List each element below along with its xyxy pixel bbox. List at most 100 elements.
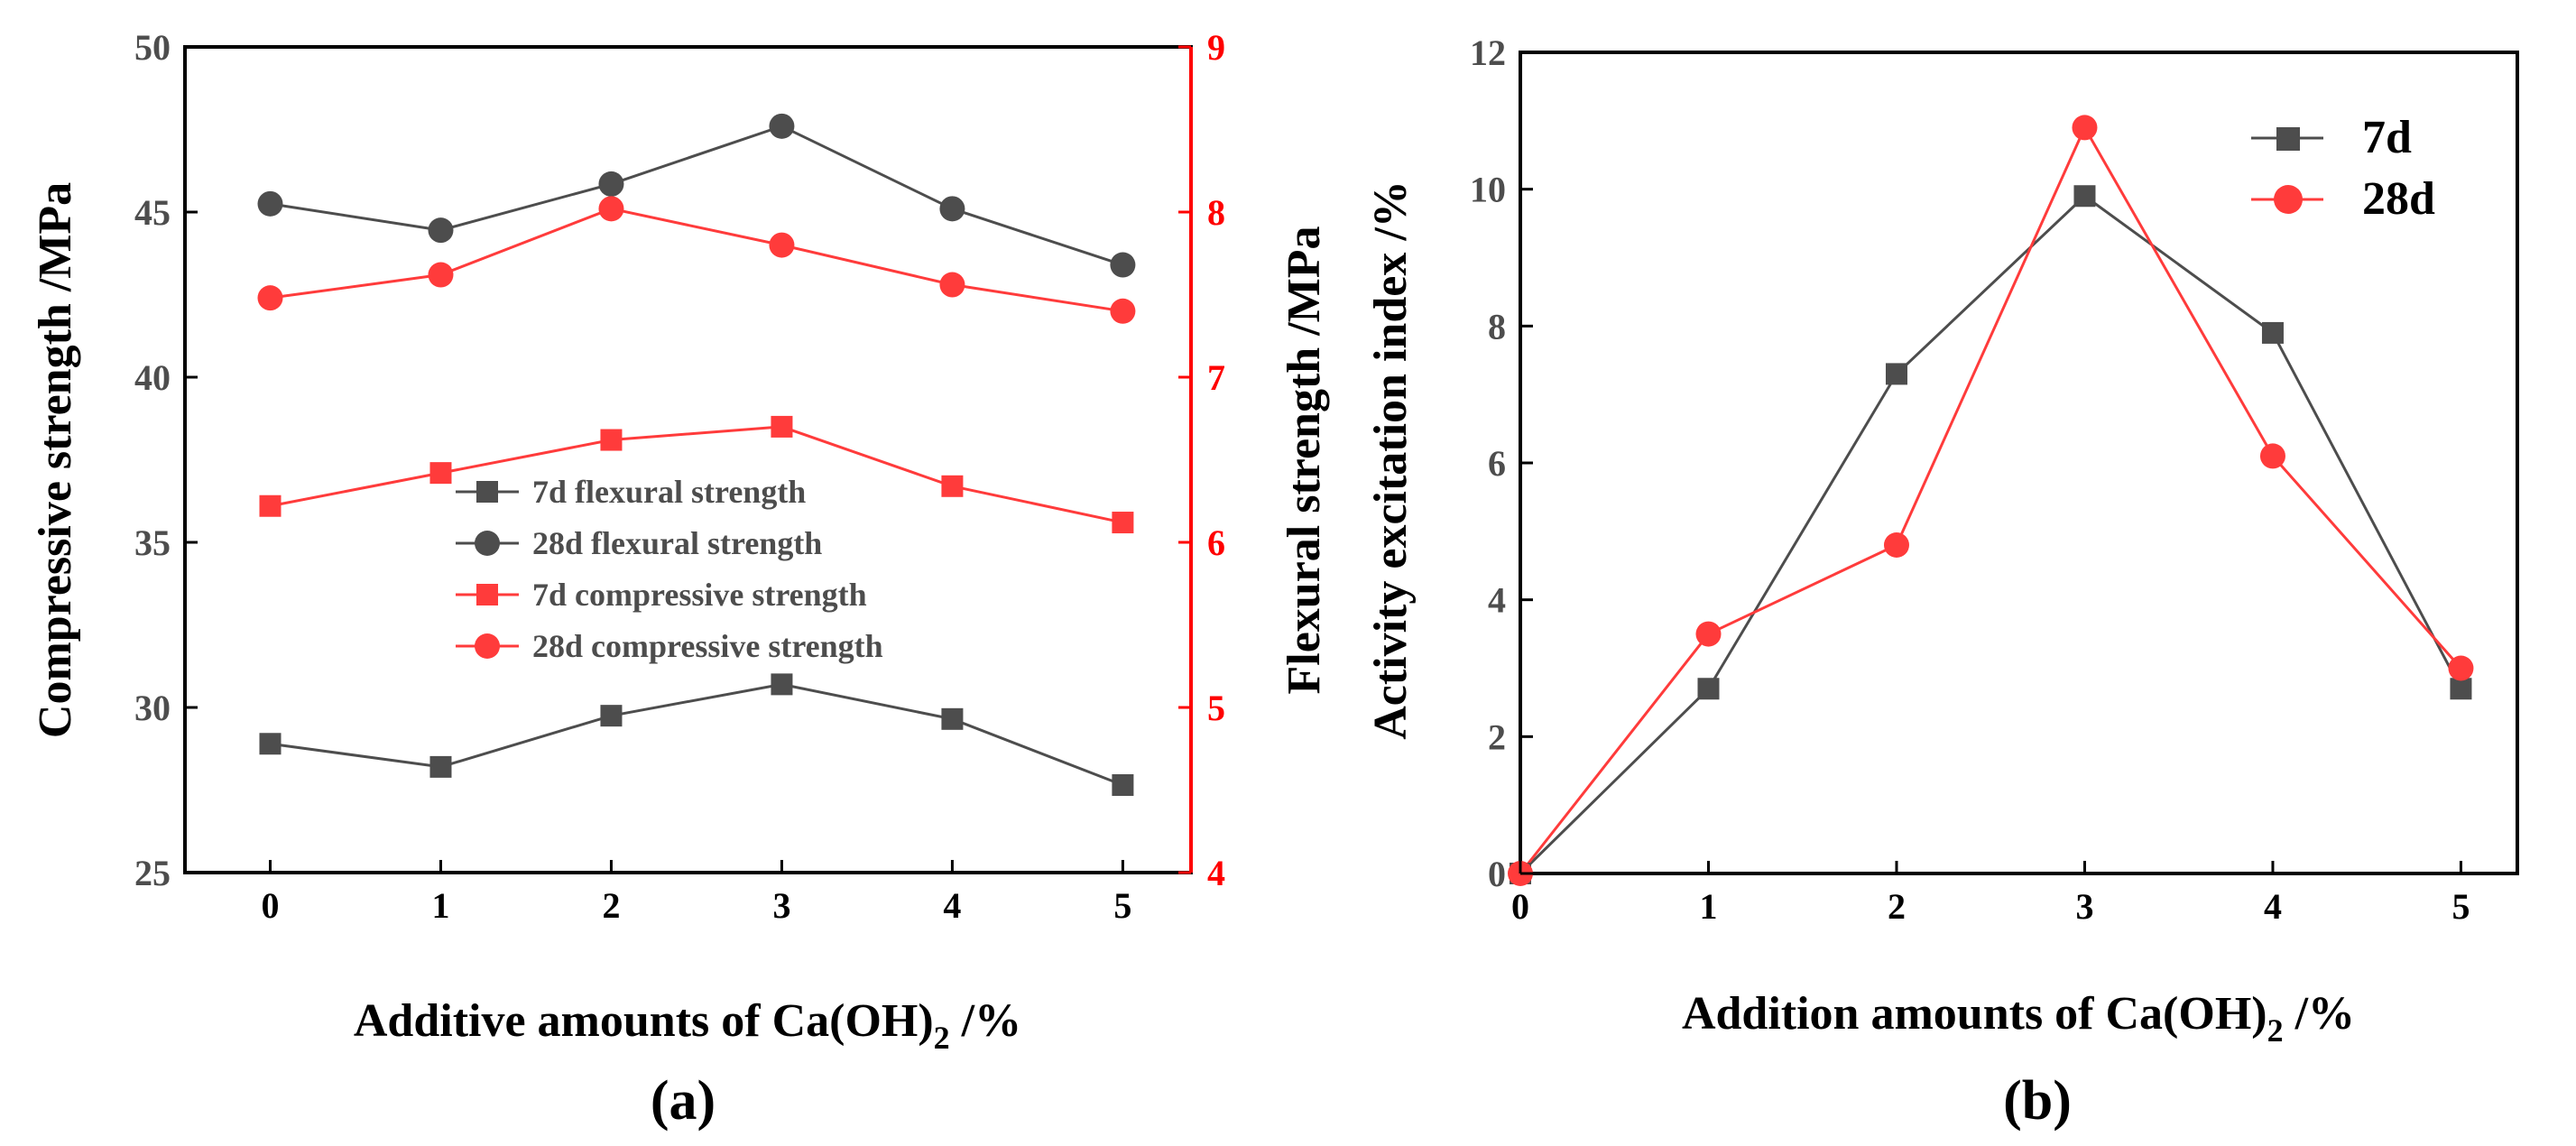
data-point-7d-flexural-strength-1 (429, 755, 452, 778)
panel-a-x-axis-title-subscript: 2 (934, 1020, 950, 1056)
panel-b-series-lines (1519, 125, 2462, 875)
x-tick-label: 3 (2075, 886, 2093, 927)
legend-label-28d-flexural: 28d flexural strength (532, 525, 822, 561)
panel-b-x-axis-title-main: Addition amounts of Ca(OH) (1682, 988, 2267, 1040)
series-line-28d (1519, 125, 2462, 874)
panel-a-x-axis-title-main: Additive amounts of Ca(OH) (354, 995, 934, 1047)
data-point-28d-flexural-strength-5 (1110, 252, 1136, 278)
legend-marker-28d-flexural (475, 531, 500, 556)
data-point-7d-compressive-strength-0 (259, 494, 282, 517)
y2-tick-label: 9 (1207, 27, 1225, 68)
legend-marker-28d (2274, 185, 2303, 214)
data-point-7d-2 (1885, 363, 1907, 385)
y-tick-label: 12 (1470, 32, 1506, 73)
panel-b-series-markers (1508, 115, 2474, 886)
y-tick-label: 10 (1470, 170, 1506, 210)
data-point-7d-compressive-strength-3 (771, 415, 793, 438)
legend-label-7d: 7d (2362, 112, 2412, 163)
y-tick-label: 6 (1488, 443, 1506, 484)
data-point-28d-compressive-strength-5 (1110, 298, 1136, 324)
y2-tick-label: 5 (1207, 688, 1225, 728)
y-tick-label: 25 (134, 853, 171, 893)
y-tick-label: 30 (134, 688, 171, 728)
y2-tick-label: 7 (1207, 357, 1225, 398)
series-line-7d (1519, 194, 2462, 875)
x-tick-label: 2 (1888, 886, 1906, 927)
x-tick-label: 1 (1699, 886, 1717, 927)
data-point-7d-flexural-strength-0 (259, 733, 282, 755)
data-point-28d-flexural-strength-0 (257, 190, 283, 217)
x-tick-label: 0 (1511, 886, 1529, 927)
y-tick-label: 2 (1488, 716, 1506, 757)
panel-a-plot-frame (183, 45, 1193, 874)
y-tick-label: 8 (1488, 306, 1506, 347)
panel-a-x-axis-title: Additive amounts of Ca(OH)2 /% (354, 995, 1021, 1056)
panel-a-label: (a) (651, 1070, 716, 1132)
data-point-28d-compressive-strength-1 (428, 262, 454, 288)
panel-a-y-axis-title: Compressive strength /MPa (30, 182, 81, 738)
panel-a-y2-axis-title: Flexural strength /MPa (1279, 226, 1330, 695)
y2-tick-label: 6 (1207, 522, 1225, 563)
panel-b-label: (b) (2003, 1070, 2072, 1132)
data-point-7d-4 (2261, 321, 2284, 344)
panel-b-x-axis-title: Addition amounts of Ca(OH)2 /% (1682, 988, 2355, 1049)
data-point-7d-3 (2073, 185, 2096, 208)
legend-marker-7d (2276, 127, 2300, 151)
y-tick-label: 50 (134, 27, 171, 68)
legend-label-7d-compressive: 7d compressive strength (532, 577, 867, 613)
data-point-28d-flexural-strength-4 (939, 196, 965, 222)
y-tick-label: 0 (1488, 854, 1506, 894)
x-tick-label: 4 (943, 885, 961, 926)
panel-b-x-axis-title-unit: /% (2284, 988, 2355, 1040)
data-point-28d-3 (2072, 115, 2098, 141)
x-tick-label: 3 (772, 885, 790, 926)
data-point-28d-compressive-strength-3 (769, 232, 795, 258)
data-point-7d-flexural-strength-4 (941, 707, 964, 730)
x-tick-label: 1 (431, 885, 449, 926)
data-point-28d-compressive-strength-0 (257, 285, 283, 311)
data-point-28d-2 (1883, 532, 1909, 558)
x-tick-label: 4 (2264, 886, 2282, 927)
data-point-7d-compressive-strength-2 (600, 429, 623, 451)
series-line-7d-compressive-strength (270, 425, 1123, 524)
y-tick-label: 4 (1488, 580, 1506, 621)
data-point-7d-compressive-strength-4 (941, 475, 964, 497)
data-point-28d-flexural-strength-1 (428, 217, 454, 244)
data-point-7d-compressive-strength-1 (429, 462, 452, 485)
panel-a-x-axis-title-unit: /% (950, 995, 1021, 1047)
x-tick-label: 2 (602, 885, 620, 926)
data-point-28d-compressive-strength-2 (598, 196, 624, 222)
legend-label-28d-compressive: 28d compressive strength (532, 628, 883, 664)
series-line-28d-compressive-strength (270, 207, 1123, 313)
legend-marker-28d-compressive (475, 633, 500, 659)
panel-a-legend: 7d flexural strength 28d flexural streng… (456, 474, 883, 664)
panel-b-legend: 7d 28d (2251, 112, 2435, 225)
series-line-7d-flexural-strength (270, 682, 1123, 787)
x-tick-label: 0 (261, 885, 279, 926)
series-line-28d-flexural-strength (270, 125, 1123, 266)
x-tick-label: 5 (1113, 885, 1131, 926)
y2-tick-label: 4 (1207, 853, 1225, 893)
data-point-7d-1 (1697, 678, 1720, 700)
data-point-28d-4 (2259, 443, 2285, 469)
panel-a-series-lines (270, 125, 1123, 787)
data-point-7d-compressive-strength-5 (1112, 512, 1134, 534)
data-point-7d-flexural-strength-5 (1112, 774, 1134, 797)
y-tick-label: 35 (134, 522, 171, 563)
y-tick-label: 40 (134, 357, 171, 398)
x-tick-label: 5 (2451, 886, 2470, 927)
data-point-7d-flexural-strength-3 (771, 673, 793, 696)
legend-marker-7d-compressive (476, 584, 498, 605)
panel-b-y-axis-title: Activity excitation index /% (1365, 180, 1417, 740)
data-point-7d-flexural-strength-2 (600, 705, 623, 727)
legend-label-7d-flexural: 7d flexural strength (532, 474, 806, 510)
data-point-28d-flexural-strength-2 (598, 171, 624, 197)
legend-label-28d: 28d (2362, 173, 2435, 225)
data-point-28d-compressive-strength-4 (939, 272, 965, 298)
data-point-28d-5 (2448, 655, 2474, 681)
